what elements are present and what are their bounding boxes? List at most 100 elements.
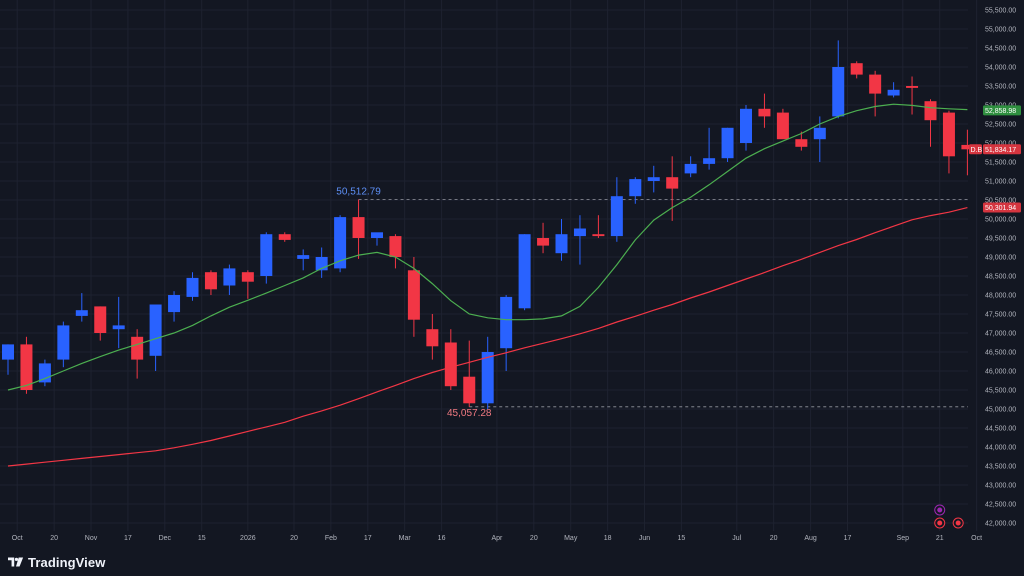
earnings-flag-icon-dot — [937, 520, 943, 526]
earnings-flag-icon — [934, 517, 946, 529]
candle-body — [131, 336, 144, 360]
price-label-bg — [983, 202, 1021, 213]
candle-body — [75, 310, 88, 316]
tradingview-logo-icon — [8, 557, 24, 567]
candle-body — [260, 234, 273, 276]
candle-body — [223, 268, 236, 286]
price-tick-label: 44,000.00 — [985, 445, 1016, 452]
candle-body — [924, 101, 937, 121]
candle-body — [832, 67, 845, 117]
time-tick-label: Dec — [159, 535, 172, 542]
candle-body — [481, 352, 494, 404]
level-label: 45,057.28 — [447, 408, 492, 419]
time-tick-label: Nov — [85, 535, 98, 542]
candle-body — [426, 329, 439, 347]
time-tick-label: Apr — [491, 535, 503, 542]
price-tick-label: 45,000.00 — [985, 407, 1016, 414]
candle-body — [740, 108, 752, 143]
price-tick-label: 49,000.00 — [985, 255, 1016, 262]
price-tick-label: 55,000.00 — [985, 27, 1016, 34]
candle-body — [186, 277, 199, 297]
time-tick-label: Aug — [804, 535, 817, 542]
price-axis[interactable]: 42,000.00 42,500.00 43,000.00 43,500.00 44,0… — [969, 8, 1021, 528]
price-tick-label: 47,000.00 — [985, 331, 1016, 338]
tradingview-logo[interactable]: TradingView — [8, 553, 105, 571]
candle-body — [795, 139, 808, 147]
price-tick-label: 46,500.00 — [985, 350, 1016, 357]
price-tick-label: 45,500.00 — [985, 388, 1016, 395]
candle-body — [721, 127, 734, 159]
time-tick-label: 21 — [936, 535, 944, 542]
time-tick-label: 17 — [364, 535, 372, 542]
price-tick-label: 47,500.00 — [985, 312, 1016, 319]
candle-body — [518, 234, 531, 309]
time-tick-label: Jul — [732, 535, 741, 542]
price-label: 50,301.94 — [983, 202, 1021, 213]
time-tick-label: 15 — [678, 535, 686, 542]
time-tick-label: Oct — [12, 535, 23, 542]
candle-body — [666, 177, 679, 189]
candle-body — [168, 295, 181, 313]
time-tick-label: 16 — [438, 535, 446, 542]
time-tick-label: 20 — [770, 535, 778, 542]
event-markers[interactable] — [934, 504, 964, 529]
time-tick-label: May — [564, 535, 578, 542]
price-label: 51,834.17D.B — [969, 144, 1021, 155]
level-label: 50,512.79 — [336, 187, 381, 198]
price-tick-label: 49,500.00 — [985, 236, 1016, 243]
lightning-event-icon-dot — [937, 507, 943, 513]
candle-body — [869, 74, 882, 94]
candle-body — [112, 325, 125, 330]
price-tick-label: 48,500.00 — [985, 274, 1016, 281]
candle-body — [906, 86, 919, 88]
time-tick-label: Sep — [897, 535, 910, 542]
candle-body — [942, 112, 955, 157]
time-axis[interactable]: Oct 20 Nov 17 Dec 15 2026 20 Feb 17 Mar 16 Apr 20 May 1… — [12, 535, 982, 542]
lightning-event-icon — [934, 504, 946, 516]
price-tick-label: 54,500.00 — [985, 46, 1016, 53]
time-tick-label: Jun — [639, 535, 650, 542]
time-tick-label: Mar — [399, 535, 412, 542]
candle-body — [297, 255, 310, 259]
candle-body — [334, 217, 347, 269]
price-tick-label: 44,500.00 — [985, 426, 1016, 433]
price-tick-label: 48,000.00 — [985, 293, 1016, 300]
price-label-text: 50,301.94 — [985, 205, 1016, 212]
price-tick-label: 42,500.00 — [985, 502, 1016, 509]
price-tick-label: 51,500.00 — [985, 160, 1016, 167]
candle-body — [352, 217, 365, 238]
price-chart[interactable]: 50,512.79 45,057.28 42,000.00 42,500.00 43,… — [0, 0, 1024, 549]
price-label-text: 52,858.98 — [985, 108, 1016, 115]
candle-body — [850, 63, 863, 75]
time-tick-label: Oct — [971, 535, 982, 542]
candle-body — [776, 112, 789, 140]
candle-body — [278, 234, 291, 240]
price-tick-label: 43,500.00 — [985, 464, 1016, 471]
price-tick-label: 52,500.00 — [985, 122, 1016, 129]
price-tick-label: 50,000.00 — [985, 217, 1016, 224]
candle-body — [2, 344, 14, 360]
candle-body — [149, 304, 162, 356]
candle-body — [57, 325, 70, 360]
candlesticks[interactable] — [2, 40, 974, 409]
candle-body — [592, 234, 605, 237]
candle-body — [703, 158, 716, 164]
candle-body — [813, 127, 826, 140]
candle-body — [371, 232, 383, 238]
time-tick-label: 20 — [530, 535, 538, 542]
footer-bar: TradingView — [0, 549, 1024, 576]
price-label-prefix: D.B — [971, 147, 983, 154]
dividend-flag-icon — [952, 517, 964, 529]
price-tick-label: 46,000.00 — [985, 369, 1016, 376]
time-tick-label: 15 — [198, 535, 206, 542]
candle-body — [961, 144, 974, 150]
candle-body — [684, 163, 697, 174]
price-tick-label: 53,500.00 — [985, 84, 1016, 91]
dividend-flag-icon-dot — [955, 520, 961, 526]
candle-body — [407, 270, 420, 320]
level-lines: 50,512.79 45,057.28 — [336, 187, 968, 419]
time-tick-label: 2026 — [240, 535, 256, 542]
fast-moving-average-line — [7, 103, 968, 391]
time-tick-label: Feb — [325, 535, 337, 542]
time-tick-label: 18 — [604, 535, 612, 542]
